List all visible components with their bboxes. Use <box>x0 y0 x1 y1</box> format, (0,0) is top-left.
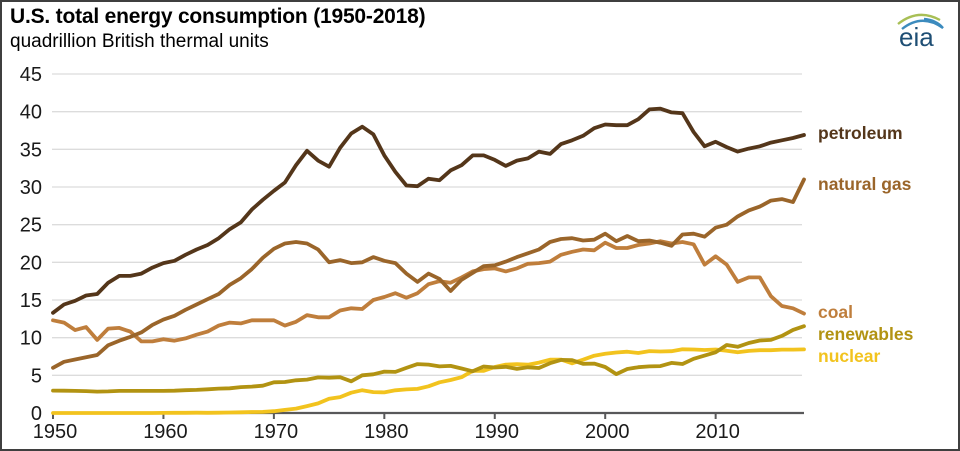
x-tick-label-1950: 1950 <box>33 421 78 443</box>
x-tick-label-1970: 1970 <box>254 421 299 443</box>
legend-label-renewables: renewables <box>818 324 914 344</box>
y-tick-label-35: 35 <box>20 139 42 161</box>
y-tick-label-10: 10 <box>20 328 42 350</box>
y-tick-label-20: 20 <box>20 252 42 274</box>
page-title: U.S. total energy consumption (1950-2018… <box>10 5 426 28</box>
y-tick-label-5: 5 <box>31 365 42 387</box>
y-tick-label-45: 45 <box>20 64 42 86</box>
legend-label-natural-gas: natural gas <box>818 174 912 194</box>
legend-label-nuclear: nuclear <box>818 346 880 366</box>
x-tick-label-2010: 2010 <box>695 421 740 443</box>
series-line-petroleum <box>51 106 806 315</box>
x-tick-label-1960: 1960 <box>143 421 188 443</box>
x-tick-label-1980: 1980 <box>364 421 409 443</box>
legend-label-coal: coal <box>818 302 853 322</box>
eia-logo-blue-swoosh-icon <box>901 17 944 30</box>
y-tick-label-40: 40 <box>20 102 42 124</box>
legend-label-petroleum: petroleum <box>818 123 903 143</box>
series-line-nuclear <box>51 347 806 415</box>
y-tick-label-0: 0 <box>31 403 42 425</box>
series-line-coal <box>51 239 806 344</box>
x-tick-label-1990: 1990 <box>475 421 520 443</box>
y-tick-label-30: 30 <box>20 177 42 199</box>
eia-logo-green-swoosh-icon <box>897 13 941 25</box>
chart-subtitle: quadrillion British thermal units <box>10 31 269 52</box>
series-line-natural-gas <box>51 177 806 370</box>
y-tick-label-25: 25 <box>20 215 42 237</box>
x-tick-label-2000: 2000 <box>585 421 630 443</box>
series-line-renewables <box>51 324 806 394</box>
chart-header: U.S. total energy consumption (1950-2018… <box>10 4 426 54</box>
eia-logo: eia <box>897 13 944 52</box>
eia-logo-text: eia <box>899 22 934 52</box>
y-tick-label-15: 15 <box>20 290 42 312</box>
